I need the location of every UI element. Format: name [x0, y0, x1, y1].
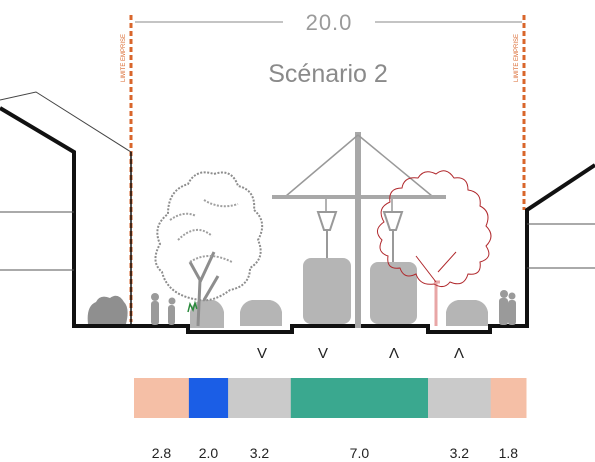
facade-right [520, 163, 595, 328]
arrow-car-right: Λ [454, 345, 464, 362]
tram-right [370, 211, 417, 324]
hedge-mark [187, 300, 198, 313]
tram-left [303, 211, 351, 324]
lane-width-sidewalk-right: 1.8 [499, 445, 519, 461]
limit-label-left: LIMITE EMPRISE [121, 34, 127, 82]
pedestrians-left [151, 293, 176, 325]
lane-segment-car-lane-left [228, 378, 292, 418]
arrow-tram-left: V [318, 345, 328, 362]
pedestrian-body-2 [168, 305, 175, 325]
shrub [87, 295, 128, 324]
lane-segment-cycle-track [188, 378, 229, 418]
pedestrian-body-4 [508, 300, 516, 325]
total-width-dimension: 20.0 [135, 10, 522, 35]
cable-left [285, 134, 359, 197]
scenario-title: Scénario 2 [268, 60, 388, 88]
tree-existing [154, 171, 264, 327]
building-right [520, 163, 595, 328]
tree-new-trunk [434, 280, 440, 326]
lane-segment-car-lane-right [428, 378, 492, 418]
total-width-label: 20.0 [306, 10, 353, 35]
arrow-car-left: V [257, 345, 267, 362]
catenary-mast [272, 132, 446, 328]
arrow-tram-right: Λ [389, 345, 399, 362]
mast-pole [355, 132, 361, 328]
tram-body-left [303, 258, 351, 324]
roof-line-thin [0, 91, 132, 153]
pantograph-right [382, 211, 404, 231]
cable-right [357, 134, 433, 197]
tree-new-branches [415, 251, 457, 283]
lane-allocation-bar [134, 378, 527, 418]
cyclist [187, 300, 224, 328]
car-left [240, 300, 282, 326]
lane-segment-sidewalk-right [490, 378, 527, 418]
pedestrian-body-3 [499, 298, 508, 325]
cross-arm [272, 195, 446, 199]
lane-width-sidewalk-left: 2.8 [152, 445, 172, 461]
limit-label-right: LIMITE EMPRISE [514, 34, 520, 82]
pedestrian-head-2 [168, 297, 176, 305]
car-right [446, 300, 488, 326]
car-right-body [446, 300, 488, 326]
direction-arrows: V V Λ Λ [257, 345, 464, 362]
tram-body-right [370, 262, 417, 324]
lane-width-cycle-track: 2.0 [199, 445, 219, 461]
pedestrians-right [499, 290, 516, 325]
pedestrian-body-1 [151, 301, 159, 325]
car-left-body [240, 300, 282, 326]
tree-existing-texture [169, 199, 239, 263]
lane-width-tram-platform: 7.0 [350, 445, 370, 461]
lane-segment-sidewalk-left [134, 378, 190, 418]
facade-left [0, 106, 131, 328]
pantograph-left [316, 211, 338, 231]
pedestrian-head-1 [151, 293, 159, 301]
tree-new-canopy [377, 170, 492, 288]
lane-width-labels: 2.8 2.0 3.2 7.0 3.2 1.8 [152, 445, 519, 461]
tree-existing-canopy [154, 171, 264, 302]
lane-segment-tram-platform [290, 378, 429, 418]
lane-width-car-lane-right: 3.2 [450, 445, 470, 461]
lane-width-car-lane-left: 3.2 [250, 445, 270, 461]
building-left [0, 91, 132, 328]
pedestrian-head-4 [508, 292, 516, 300]
pedestrian-head-3 [500, 290, 508, 298]
tree-new [377, 170, 492, 326]
